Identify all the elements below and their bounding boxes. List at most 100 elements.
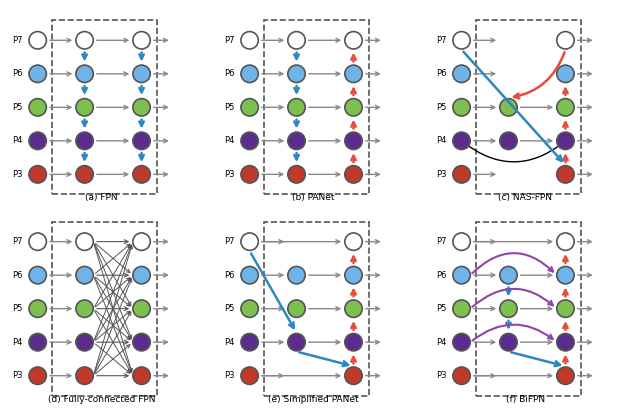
Circle shape	[453, 166, 470, 183]
Circle shape	[345, 65, 362, 82]
Circle shape	[557, 334, 574, 351]
Circle shape	[29, 65, 46, 82]
Circle shape	[288, 267, 305, 284]
Text: (e) Simplified PANet: (e) Simplified PANet	[268, 395, 358, 404]
Circle shape	[241, 300, 259, 317]
Text: P6: P6	[224, 271, 235, 280]
Circle shape	[241, 132, 259, 149]
Text: P4: P4	[224, 136, 234, 145]
Text: P7: P7	[436, 237, 447, 246]
Circle shape	[557, 367, 574, 384]
Circle shape	[288, 99, 305, 116]
Circle shape	[557, 99, 574, 116]
Text: (b) PANet: (b) PANet	[292, 193, 335, 203]
Circle shape	[453, 132, 470, 149]
Circle shape	[345, 233, 362, 250]
Circle shape	[29, 99, 46, 116]
Text: P7: P7	[224, 36, 235, 45]
Circle shape	[133, 65, 150, 82]
Text: P6: P6	[12, 271, 22, 280]
Text: P5: P5	[436, 304, 447, 313]
Circle shape	[133, 132, 150, 149]
Circle shape	[133, 99, 150, 116]
Circle shape	[288, 334, 305, 351]
Text: P4: P4	[436, 136, 447, 145]
Circle shape	[29, 267, 46, 284]
Text: P3: P3	[224, 371, 235, 380]
Circle shape	[500, 334, 517, 351]
Circle shape	[241, 367, 259, 384]
Circle shape	[76, 166, 93, 183]
Circle shape	[345, 300, 362, 317]
Circle shape	[557, 233, 574, 250]
Text: P3: P3	[436, 170, 447, 179]
Text: P6: P6	[436, 271, 447, 280]
Circle shape	[500, 267, 517, 284]
Circle shape	[453, 334, 470, 351]
Text: P5: P5	[224, 103, 234, 112]
Circle shape	[288, 166, 305, 183]
Circle shape	[557, 300, 574, 317]
Circle shape	[76, 99, 93, 116]
Text: P3: P3	[436, 371, 447, 380]
Circle shape	[133, 233, 150, 250]
Circle shape	[133, 300, 150, 317]
Text: P4: P4	[12, 136, 22, 145]
Circle shape	[288, 132, 305, 149]
Circle shape	[133, 166, 150, 183]
Circle shape	[345, 32, 362, 49]
Circle shape	[241, 32, 259, 49]
Circle shape	[76, 300, 93, 317]
Circle shape	[453, 65, 470, 82]
Circle shape	[29, 367, 46, 384]
Circle shape	[345, 334, 362, 351]
Circle shape	[241, 166, 259, 183]
Circle shape	[241, 65, 259, 82]
Circle shape	[29, 132, 46, 149]
Circle shape	[453, 300, 470, 317]
Circle shape	[241, 267, 259, 284]
Circle shape	[557, 32, 574, 49]
Text: (a) FPN: (a) FPN	[85, 193, 118, 203]
Circle shape	[557, 267, 574, 284]
Text: P5: P5	[12, 103, 22, 112]
Circle shape	[29, 166, 46, 183]
Text: P5: P5	[224, 304, 234, 313]
Text: (f) BiFPN: (f) BiFPN	[506, 395, 545, 404]
Circle shape	[345, 367, 362, 384]
Circle shape	[288, 32, 305, 49]
Circle shape	[133, 334, 150, 351]
Circle shape	[500, 300, 517, 317]
Circle shape	[133, 367, 150, 384]
Circle shape	[76, 334, 93, 351]
Circle shape	[29, 32, 46, 49]
Text: P3: P3	[224, 170, 235, 179]
Text: P3: P3	[12, 371, 22, 380]
Circle shape	[241, 99, 259, 116]
Circle shape	[453, 267, 470, 284]
Circle shape	[453, 32, 470, 49]
Text: P3: P3	[12, 170, 22, 179]
Text: P4: P4	[224, 338, 234, 347]
Circle shape	[76, 367, 93, 384]
Circle shape	[500, 132, 517, 149]
Circle shape	[76, 65, 93, 82]
Circle shape	[345, 267, 362, 284]
Circle shape	[345, 132, 362, 149]
Text: P4: P4	[12, 338, 22, 347]
Circle shape	[29, 233, 46, 250]
Circle shape	[453, 367, 470, 384]
Circle shape	[288, 300, 305, 317]
Text: P7: P7	[436, 36, 447, 45]
Circle shape	[453, 99, 470, 116]
Circle shape	[76, 32, 93, 49]
Circle shape	[345, 99, 362, 116]
Text: P5: P5	[436, 103, 447, 112]
Text: P6: P6	[224, 69, 235, 78]
Circle shape	[241, 334, 259, 351]
Circle shape	[76, 233, 93, 250]
Circle shape	[76, 132, 93, 149]
Circle shape	[76, 267, 93, 284]
Text: P7: P7	[12, 36, 22, 45]
Text: (c) NAS-FPN: (c) NAS-FPN	[499, 193, 552, 203]
